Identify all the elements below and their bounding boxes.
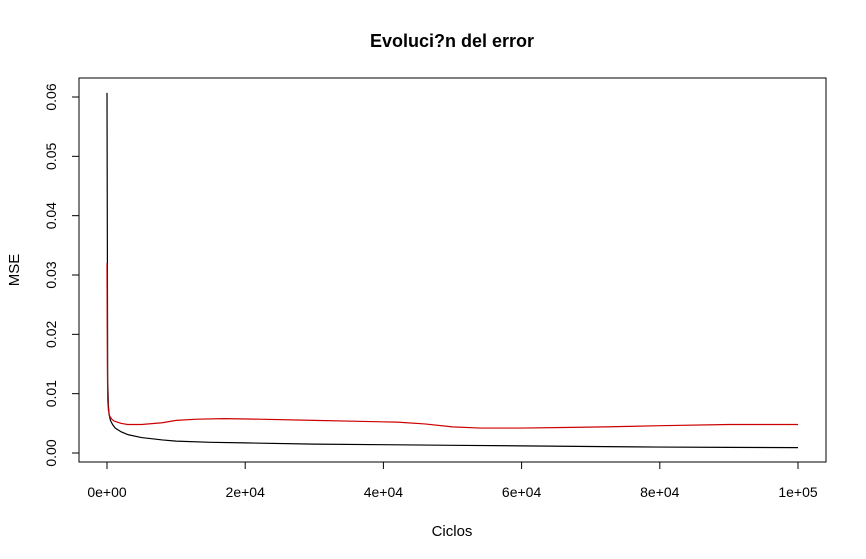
series-line-2: [106, 263, 798, 429]
x-axis: 0e+00 2e+04 4e+04 6e+04 8e+04 1e+05: [87, 461, 818, 500]
y-tick-label: 0.06: [43, 83, 59, 110]
y-tick-label: 0.05: [43, 142, 59, 169]
x-tick-label: 6e+04: [502, 484, 542, 500]
y-tick-label: 0.04: [43, 202, 59, 229]
x-tick-label: 1e+05: [778, 484, 818, 500]
y-axis: 0.00 0.01 0.02 0.03 0.04 0.05 0.06: [43, 83, 80, 467]
x-tick-label: 0e+00: [87, 484, 127, 500]
y-tick-label: 0.02: [43, 320, 59, 347]
y-tick-label: 0.01: [43, 380, 59, 407]
plot-area-frame: [78, 77, 827, 463]
chart-title: Evoluci?n del error: [370, 31, 534, 51]
y-tick-label: 0.00: [43, 439, 59, 466]
series-layer: [106, 92, 799, 449]
y-axis-label: MSE: [6, 254, 23, 287]
x-tick-label: 8e+04: [640, 484, 680, 500]
x-tick-label: 2e+04: [226, 484, 266, 500]
series-line-1: [106, 92, 799, 449]
y-tick-label: 0.03: [43, 261, 59, 288]
x-tick-label: 4e+04: [364, 484, 404, 500]
x-axis-label: Ciclos: [432, 523, 473, 540]
